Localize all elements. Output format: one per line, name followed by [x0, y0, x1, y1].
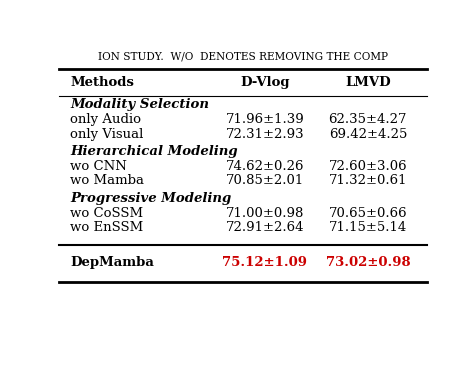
- Text: 62.35±4.27: 62.35±4.27: [328, 113, 407, 126]
- Text: 71.15±5.14: 71.15±5.14: [328, 221, 407, 234]
- Text: 74.62±0.26: 74.62±0.26: [226, 160, 304, 173]
- Text: Hierarchical Modeling: Hierarchical Modeling: [70, 145, 238, 158]
- Text: 71.00±0.98: 71.00±0.98: [226, 207, 304, 220]
- Text: ION STUDY.  W/O  DENOTES REMOVING THE COMP: ION STUDY. W/O DENOTES REMOVING THE COMP: [98, 52, 388, 62]
- Text: 72.31±2.93: 72.31±2.93: [226, 128, 304, 141]
- Text: Progressive Modeling: Progressive Modeling: [70, 192, 231, 205]
- Text: 75.12±1.09: 75.12±1.09: [222, 256, 308, 269]
- Text: 70.85±2.01: 70.85±2.01: [226, 174, 304, 187]
- Text: 71.96±1.39: 71.96±1.39: [226, 113, 304, 126]
- Text: only Audio: only Audio: [70, 113, 141, 126]
- Text: 71.32±0.61: 71.32±0.61: [328, 174, 407, 187]
- Text: wo EnSSM: wo EnSSM: [70, 221, 144, 234]
- Text: Modality Selection: Modality Selection: [70, 98, 209, 111]
- Text: LMVD: LMVD: [345, 76, 391, 89]
- Text: 70.65±0.66: 70.65±0.66: [328, 207, 407, 220]
- Text: 72.91±2.64: 72.91±2.64: [226, 221, 304, 234]
- Text: only Visual: only Visual: [70, 128, 144, 141]
- Text: wo CoSSM: wo CoSSM: [70, 207, 144, 220]
- Text: 69.42±4.25: 69.42±4.25: [328, 128, 407, 141]
- Text: D-Vlog: D-Vlog: [240, 76, 290, 89]
- Text: DepMamba: DepMamba: [70, 256, 154, 269]
- Text: 72.60±3.06: 72.60±3.06: [328, 160, 407, 173]
- Text: wo Mamba: wo Mamba: [70, 174, 144, 187]
- Text: Methods: Methods: [70, 76, 134, 89]
- Text: wo CNN: wo CNN: [70, 160, 127, 173]
- Text: 73.02±0.98: 73.02±0.98: [326, 256, 410, 269]
